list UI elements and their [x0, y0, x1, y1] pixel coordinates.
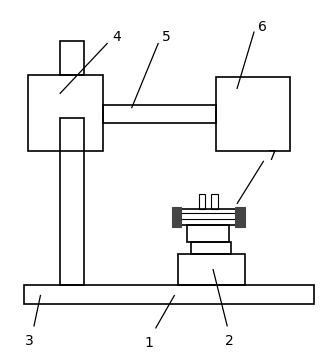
- Text: 5: 5: [162, 30, 171, 44]
- Text: 2: 2: [225, 334, 233, 348]
- Bar: [235, 207, 244, 227]
- Text: 6: 6: [258, 20, 267, 34]
- Bar: [24, 285, 314, 304]
- Bar: [60, 41, 84, 75]
- Bar: [60, 118, 84, 285]
- Bar: [216, 76, 290, 151]
- Bar: [178, 254, 244, 285]
- Text: 7: 7: [268, 149, 276, 163]
- Bar: [199, 194, 205, 209]
- Text: 3: 3: [25, 334, 33, 348]
- Bar: [176, 209, 241, 225]
- Bar: [28, 75, 103, 151]
- Bar: [172, 207, 181, 227]
- Text: 1: 1: [144, 336, 153, 350]
- Bar: [103, 105, 216, 122]
- Text: 4: 4: [113, 30, 121, 44]
- Bar: [191, 242, 231, 254]
- Bar: [211, 194, 218, 209]
- Bar: [187, 225, 229, 242]
